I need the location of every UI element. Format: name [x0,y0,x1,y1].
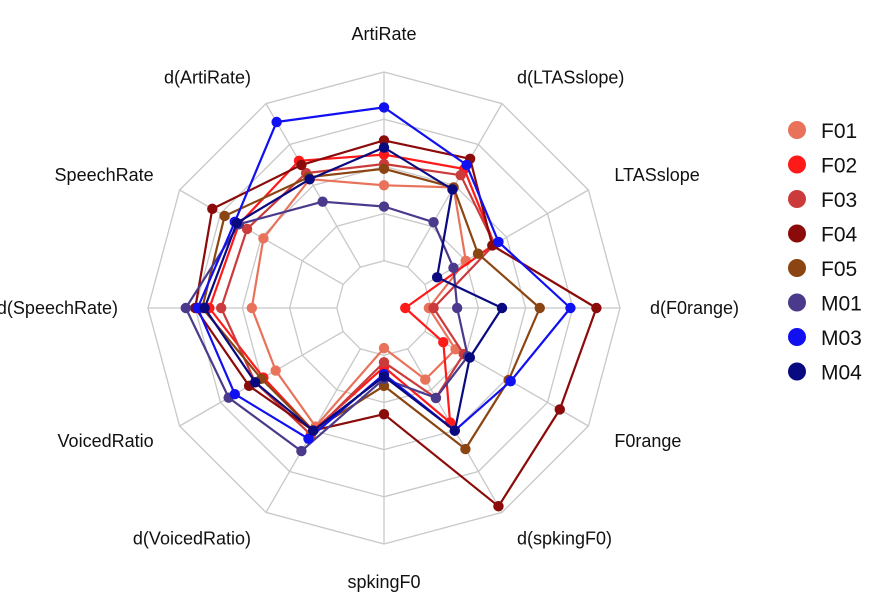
legend: F01 F02 F03 F04 F05 M01 M03 M04 [788,120,862,385]
series-line [194,139,598,508]
data-point [448,262,459,274]
data-point [296,445,307,457]
data-point [554,404,565,415]
data-point [496,302,508,314]
legend-label: M01 [821,293,862,316]
series-layer [180,102,602,512]
legend-marker [788,121,806,139]
data-point [304,174,315,185]
legend-label: F04 [821,224,858,247]
data-point [303,433,314,445]
data-point [180,302,191,314]
series-F04 [190,135,602,512]
data-point [378,371,390,382]
data-point [431,272,443,283]
data-point [258,233,269,244]
data-point [430,392,442,404]
data-point [378,163,390,174]
data-point [505,375,516,387]
legend-item: F01 [788,120,857,143]
data-point [400,302,411,314]
data-point [317,196,328,207]
data-point [428,302,439,314]
data-point [199,302,210,314]
legend-marker [788,362,806,381]
axis-label: spkingF0 [347,572,420,592]
axis-label: d(LTASslope) [517,68,624,88]
data-point [231,217,243,229]
data-point [378,180,390,191]
series-M04 [199,142,508,436]
data-point [250,377,261,388]
legend-item: M01 [788,293,862,316]
data-point [271,116,282,128]
data-point [461,159,472,171]
data-point [460,443,471,455]
data-point [308,425,319,436]
data-point [451,302,463,314]
legend-label: F05 [821,258,857,281]
axis-label: d(spkingF0) [517,528,612,548]
data-point [378,357,390,368]
legend-label: F01 [821,120,857,143]
axis-label: ArtiRate [351,24,416,44]
data-point [270,365,281,376]
data-point [493,501,504,512]
data-point [246,302,258,314]
axis-label: d(VoicedRatio) [133,528,251,548]
data-point [449,425,460,436]
data-point [493,236,504,248]
data-point [219,210,230,222]
grid-spoke [265,103,361,268]
legend-item: F03 [788,189,857,212]
data-point [378,102,390,113]
data-point [591,302,602,314]
data-point [378,142,390,153]
data-point [207,203,218,215]
legend-item: F02 [788,155,857,178]
data-point [241,223,253,235]
legend-marker [788,224,806,243]
axis-label: LTASslope [614,165,699,185]
data-point [534,302,545,314]
data-point [472,248,484,259]
data-point [447,184,458,195]
legend-marker [788,190,806,208]
data-point [428,216,439,228]
legend-marker [788,328,806,346]
data-point [229,388,241,400]
grid-ring [336,260,432,356]
data-point [215,302,227,314]
data-point [464,352,476,363]
data-point [378,201,390,212]
axis-label: d(ArtiRate) [164,68,251,88]
data-point [438,337,449,348]
legend-item: F05 [788,258,857,281]
legend-item: F04 [788,224,858,247]
axis-label: d(F0range) [650,298,739,318]
legend-marker [788,155,806,174]
legend-label: F02 [821,155,857,178]
data-point [420,374,431,385]
legend-marker [788,259,806,277]
legend-item: M04 [788,362,862,385]
data-point [378,409,390,420]
axis-label: F0range [614,431,681,451]
data-point [565,302,576,314]
legend-marker [788,293,806,312]
legend-item: M03 [788,327,862,350]
legend-label: M04 [821,362,862,385]
data-point [296,159,307,171]
data-point [455,169,466,181]
axis-label: d(SpeechRate) [0,298,118,318]
axis-label: SpeechRate [55,165,154,185]
data-point [378,342,390,354]
legend-label: F03 [821,189,857,212]
axis-labels: ArtiRate d(LTASslope) LTASslope d(F0range) F… [0,24,739,592]
axis-label: VoicedRatio [58,431,154,451]
legend-label: M03 [821,327,862,350]
